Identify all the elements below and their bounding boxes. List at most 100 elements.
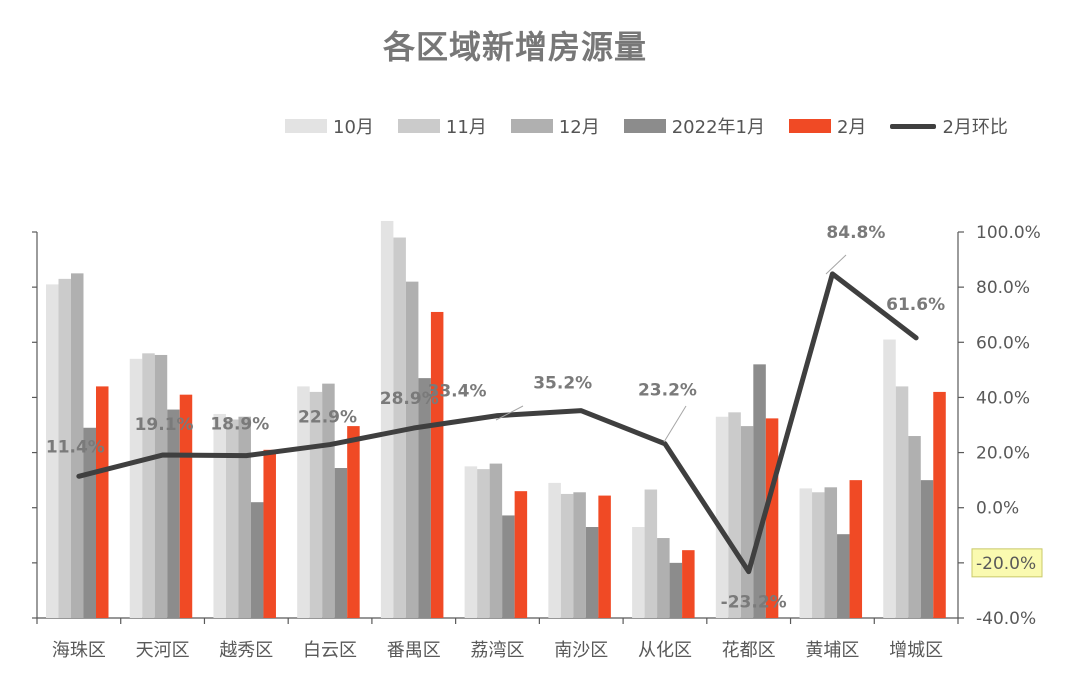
bar [129, 358, 143, 618]
bar [489, 463, 503, 618]
bar [728, 412, 741, 618]
legend-item: 12月 [510, 113, 600, 139]
bar [263, 449, 276, 618]
category-label: 越秀区 [219, 640, 273, 661]
bar [682, 550, 695, 618]
bar [883, 339, 896, 618]
right-axis-tick-label: 60.0% [976, 333, 1030, 353]
bar [225, 419, 239, 618]
category-label: 从化区 [638, 640, 692, 661]
bar [250, 502, 264, 618]
bar [598, 495, 611, 618]
line-data-label: 19.1% [135, 415, 194, 435]
bar [238, 416, 251, 618]
bar [644, 489, 658, 618]
bar [380, 220, 394, 618]
bar [765, 418, 779, 618]
bar [334, 468, 348, 618]
category-label: 增城区 [889, 640, 943, 661]
bar [464, 466, 478, 618]
legend-swatch [623, 119, 666, 133]
bar [560, 493, 574, 618]
legend-label: 10月 [333, 117, 374, 138]
legend-item: 2月环比 [890, 113, 1008, 139]
bar [393, 237, 406, 618]
category-label: 荔湾区 [471, 640, 525, 661]
bar [585, 527, 599, 618]
right-axis-tick-label: 40.0% [976, 388, 1030, 408]
line-data-label: 33.4% [428, 382, 487, 402]
bar [812, 492, 825, 618]
right-axis-tick-label: 20.0% [976, 444, 1030, 464]
legend-label: 2月 [836, 117, 867, 138]
right-axis-tick-label: -20.0% [976, 554, 1036, 574]
legend: 10月 11月 12月 2022年1月 2月 2月环比 [285, 112, 1032, 140]
legend-swatch [788, 119, 831, 133]
legend-label: 11月 [445, 117, 487, 138]
bar [715, 416, 729, 618]
legend-label: 2月环比 [942, 117, 1008, 138]
legend-item: 11月 [397, 113, 487, 139]
legend-item: 2月 [788, 113, 867, 139]
category-label: 番禺区 [387, 640, 441, 661]
right-axis-tick-label: -40.0% [976, 609, 1036, 629]
bar [71, 273, 84, 618]
bar [573, 492, 586, 618]
right-axis-tick-label: 0.0% [976, 499, 1019, 519]
category-label: 花都区 [722, 640, 776, 661]
bar [514, 491, 528, 618]
bar [430, 311, 444, 618]
chart-title: 各区域新增房源量 [382, 28, 647, 66]
legend-swatch [890, 123, 937, 129]
label-leader-line [495, 405, 524, 421]
bar [46, 284, 59, 618]
bar [669, 562, 683, 618]
line-data-label: 35.2% [533, 374, 592, 394]
bar [418, 378, 431, 618]
line-data-label: 22.9% [298, 408, 357, 428]
bar [347, 426, 360, 618]
category-label: 白云区 [303, 640, 357, 661]
label-leader-line [663, 405, 687, 443]
bar [96, 386, 109, 618]
category-label: 海珠区 [52, 640, 106, 661]
legend-label: 12月 [558, 117, 600, 138]
line-data-label: 61.6% [886, 295, 945, 315]
legend-label: 2022年1月 [671, 117, 765, 138]
bar [58, 278, 71, 618]
bar [142, 353, 155, 618]
bar [908, 436, 921, 618]
bar [179, 394, 193, 618]
legend-swatch [285, 119, 327, 133]
bar [297, 386, 310, 618]
line-data-label: 84.8% [826, 223, 885, 243]
highlighted-tick-box [971, 548, 1043, 578]
bar [740, 426, 754, 618]
right-axis-tick-label: 80.0% [976, 278, 1030, 298]
bar [753, 364, 766, 618]
legend-swatch [510, 119, 553, 133]
bar [632, 527, 645, 618]
legend-item: 2022年1月 [623, 113, 765, 139]
bar [895, 386, 909, 618]
bar [213, 413, 226, 618]
bar [837, 534, 850, 618]
legend-item: 10月 [285, 113, 374, 139]
bar [824, 487, 838, 618]
legend-swatch [397, 119, 440, 133]
bar [548, 482, 561, 618]
line-data-label: -23.2% [721, 593, 787, 613]
line-data-label: 18.9% [210, 415, 269, 435]
category-label: 南沙区 [554, 640, 608, 661]
right-axis-tick-label: 100.0% [976, 223, 1041, 243]
bar [167, 409, 180, 618]
bar [154, 354, 168, 618]
bar [405, 281, 419, 618]
category-label: 天河区 [136, 640, 190, 661]
bar [920, 480, 934, 618]
bar [799, 488, 813, 618]
line-data-label: 11.4% [46, 437, 105, 457]
bar [933, 391, 946, 618]
bar [502, 515, 515, 618]
